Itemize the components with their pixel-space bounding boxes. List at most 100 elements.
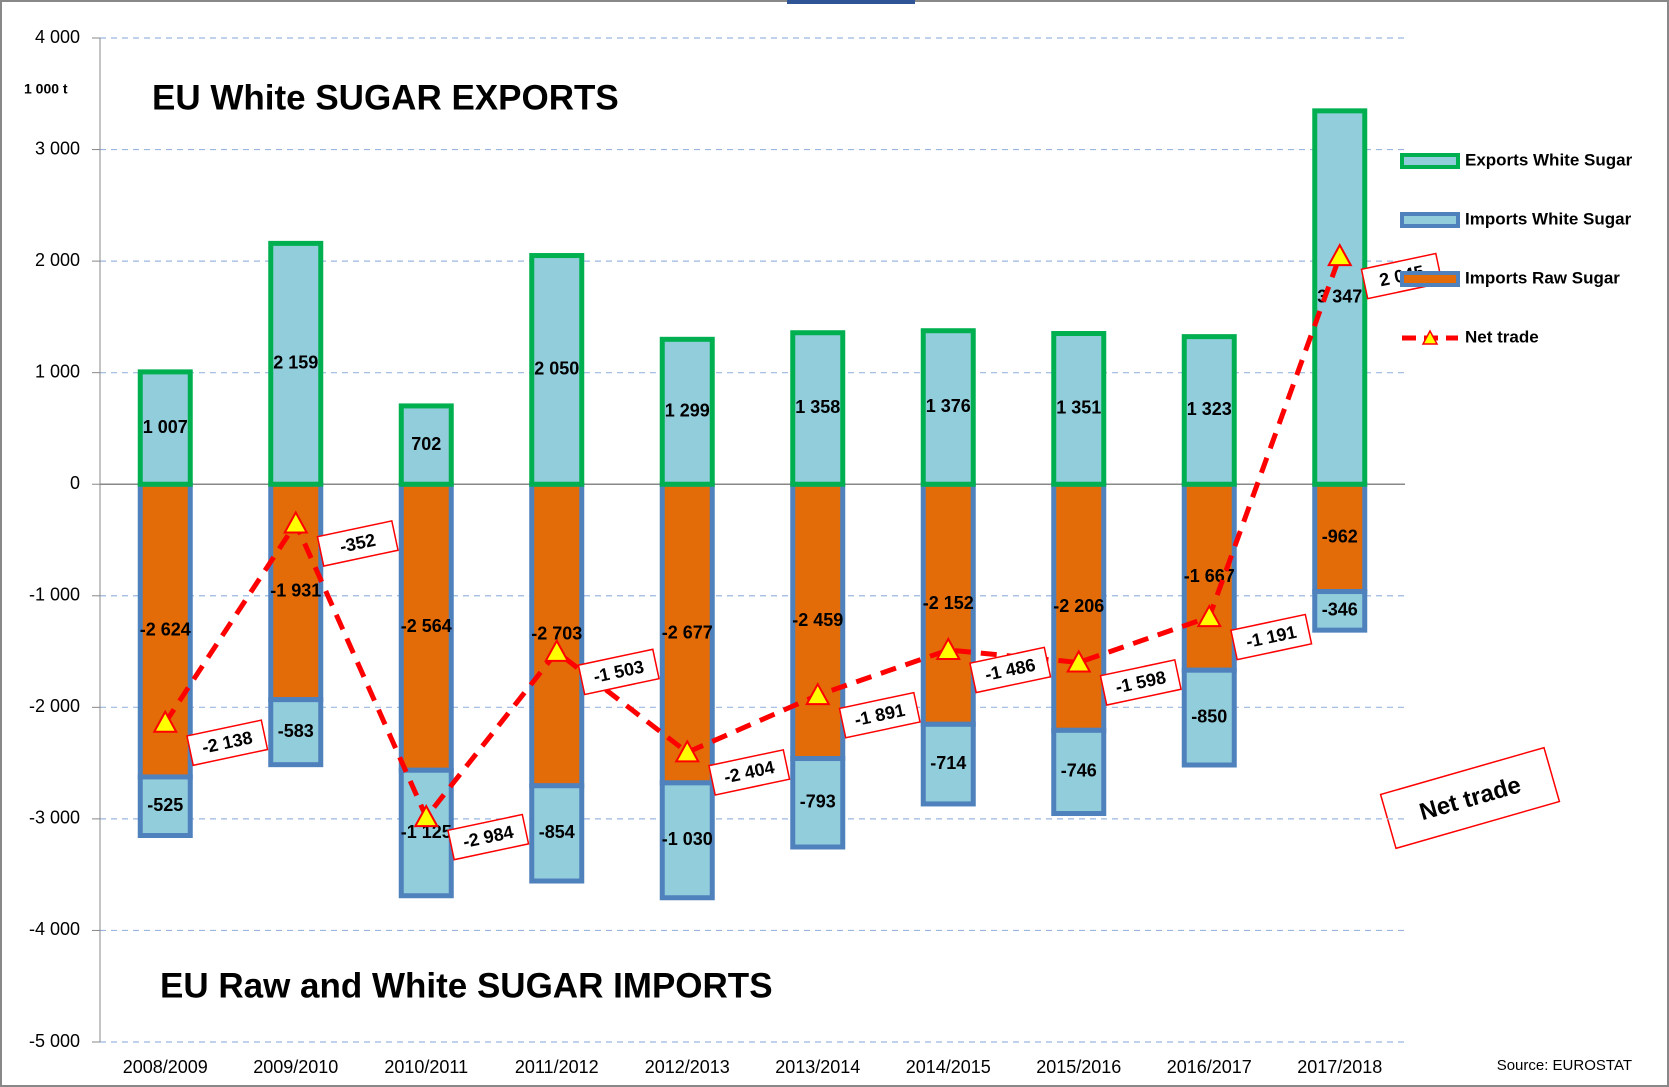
net-trade-label: -2 404 (708, 748, 791, 796)
x-tick-label: 2011/2012 (515, 1057, 599, 1077)
legend-label: Imports White Sugar (1465, 209, 1632, 228)
bar (398, 481, 454, 773)
net-trade-marker (283, 510, 309, 534)
y-tick-label: -5 000 (29, 1031, 80, 1051)
label-box (969, 646, 1052, 694)
label-box (1099, 659, 1182, 706)
net-trade-label: -1 486 (969, 646, 1052, 694)
data-label: -2 703 (531, 624, 582, 644)
x-tick-label: 2014/2015 (906, 1057, 991, 1077)
data-label: 1 358 (795, 397, 840, 417)
bar (137, 369, 193, 487)
bar (920, 328, 976, 487)
data-label: -2 206 (1053, 596, 1104, 616)
data-label: 1 007 (143, 417, 188, 437)
net-trade-marker (1327, 243, 1353, 267)
label-box (316, 520, 399, 567)
bar (529, 783, 585, 884)
net-trade-label: -2 138 (186, 719, 269, 767)
net-trade-marker (805, 682, 831, 706)
net-trade-label: -1 503 (577, 648, 660, 696)
label-box (838, 691, 921, 739)
label-box (1230, 613, 1313, 661)
data-label: -1 125 (401, 822, 452, 842)
data-label: 2 050 (534, 359, 579, 379)
legend-swatch (1400, 271, 1460, 287)
data-label: -525 (147, 795, 183, 815)
y-tick-label: 4 000 (35, 27, 80, 47)
y-tick-label: 1 000 (35, 361, 80, 381)
x-tick-label: 2013/2014 (775, 1057, 860, 1077)
y-tick-label: -4 000 (29, 919, 80, 939)
data-label: -850 (1191, 706, 1227, 726)
y-tick-label: 0 (70, 473, 80, 493)
chart-subtitle: EU Raw and White SUGAR IMPORTS (160, 966, 773, 1005)
data-label: -2 624 (140, 619, 191, 639)
data-label: -2 677 (662, 622, 713, 642)
bar (137, 774, 193, 839)
legend-label: Net trade (1465, 327, 1539, 346)
data-label: 1 376 (926, 396, 971, 416)
bar (920, 721, 976, 807)
bar (1051, 727, 1107, 817)
bar (790, 756, 846, 850)
legend-swatch (1400, 212, 1460, 228)
net-trade-label: -2 984 (447, 813, 530, 861)
bar (1181, 334, 1237, 487)
net-trade-label: -352 (316, 520, 399, 567)
x-tick-label: 2010/2011 (384, 1057, 468, 1077)
top-tab (787, 0, 915, 4)
label-box (186, 719, 269, 767)
source: Source: EUROSTAT (1497, 1057, 1632, 1074)
bar (268, 240, 324, 487)
data-label: 1 323 (1187, 399, 1232, 419)
x-tick-label: 2016/2017 (1167, 1057, 1252, 1077)
bar (790, 330, 846, 487)
chart-title: EU White SUGAR EXPORTS (152, 78, 619, 117)
data-label: -746 (1061, 761, 1097, 781)
annotation-box: Net trade (1379, 746, 1561, 850)
bar (529, 481, 585, 789)
data-label: -1 931 (270, 581, 321, 601)
bar (659, 780, 715, 901)
bar (1181, 667, 1237, 768)
y-tick-label: -3 000 (29, 808, 80, 828)
annotation-frame (1379, 746, 1561, 850)
data-label: 1 351 (1056, 398, 1101, 418)
net-trade-label: -1 191 (1230, 613, 1313, 661)
bar (398, 767, 454, 899)
legend-swatch (1400, 153, 1460, 169)
bar (268, 697, 324, 768)
x-tick-label: 2012/2013 (645, 1057, 730, 1077)
net-trade-marker (413, 804, 439, 828)
data-label: 1 299 (665, 401, 710, 421)
net-trade-marker (152, 709, 178, 733)
legend-marker (1421, 329, 1439, 345)
x-tick-label: 2015/2016 (1036, 1057, 1121, 1077)
net-trade-marker (1066, 649, 1092, 673)
data-label: -714 (930, 753, 966, 773)
data-label: -2 459 (792, 610, 843, 630)
bar (659, 481, 715, 786)
x-tick-label: 2017/2018 (1297, 1057, 1382, 1077)
bar (1051, 331, 1107, 487)
data-label: -2 152 (923, 593, 974, 613)
y-tick-label: -2 000 (29, 696, 80, 716)
bar (529, 253, 585, 487)
net-trade-label: -1 891 (838, 691, 921, 739)
label-box (577, 648, 660, 696)
data-label: -854 (539, 822, 575, 842)
net-trade-marker (1196, 604, 1222, 628)
net-trade-line (163, 255, 1343, 822)
net-trade-marker (544, 638, 570, 662)
label-box (447, 813, 530, 861)
net-trade-marker (935, 636, 961, 660)
bar (1312, 589, 1368, 633)
label-box (708, 748, 791, 796)
data-label: -583 (278, 721, 314, 741)
net-trade-label: -1 598 (1099, 659, 1182, 706)
data-label: 702 (411, 434, 441, 454)
data-label: -1 030 (662, 829, 713, 849)
y-tick-label: -1 000 (29, 585, 80, 605)
